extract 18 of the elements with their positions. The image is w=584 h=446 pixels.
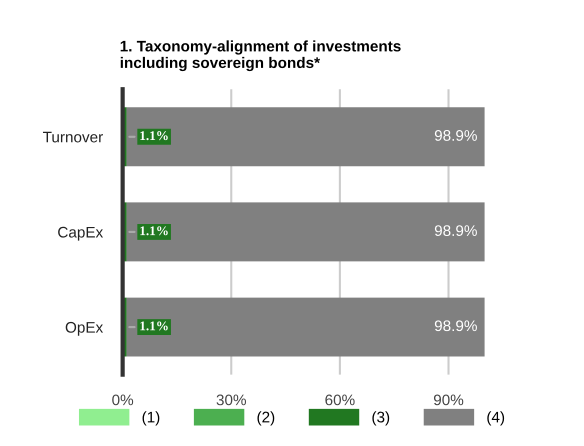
x-tick-label: 90%: [434, 394, 464, 406]
legend-label: (1): [142, 411, 160, 426]
y-tick-label: Turnover: [42, 132, 103, 142]
data-label: 98.9%: [434, 320, 477, 332]
x-tick-label: 60%: [325, 394, 355, 406]
legend-label: (2): [257, 411, 274, 426]
legend-label: (3): [372, 411, 390, 426]
data-label: 1.1%: [140, 131, 168, 140]
chart-title: 1. Taxonomy-alignment of investments including sovereign bonds*: [120, 40, 401, 72]
x-tick-label: 0%: [112, 394, 134, 406]
y-tick-label: OpEx: [66, 322, 104, 336]
data-label: 98.9%: [434, 225, 477, 236]
data-label: 98.9%: [434, 130, 477, 141]
data-label: 1.1%: [140, 321, 168, 330]
legend-label: (4): [487, 411, 504, 426]
y-tick-label: CapEx: [58, 226, 104, 241]
data-label: 1.1%: [140, 226, 168, 236]
x-tick-label: 30%: [216, 394, 246, 406]
